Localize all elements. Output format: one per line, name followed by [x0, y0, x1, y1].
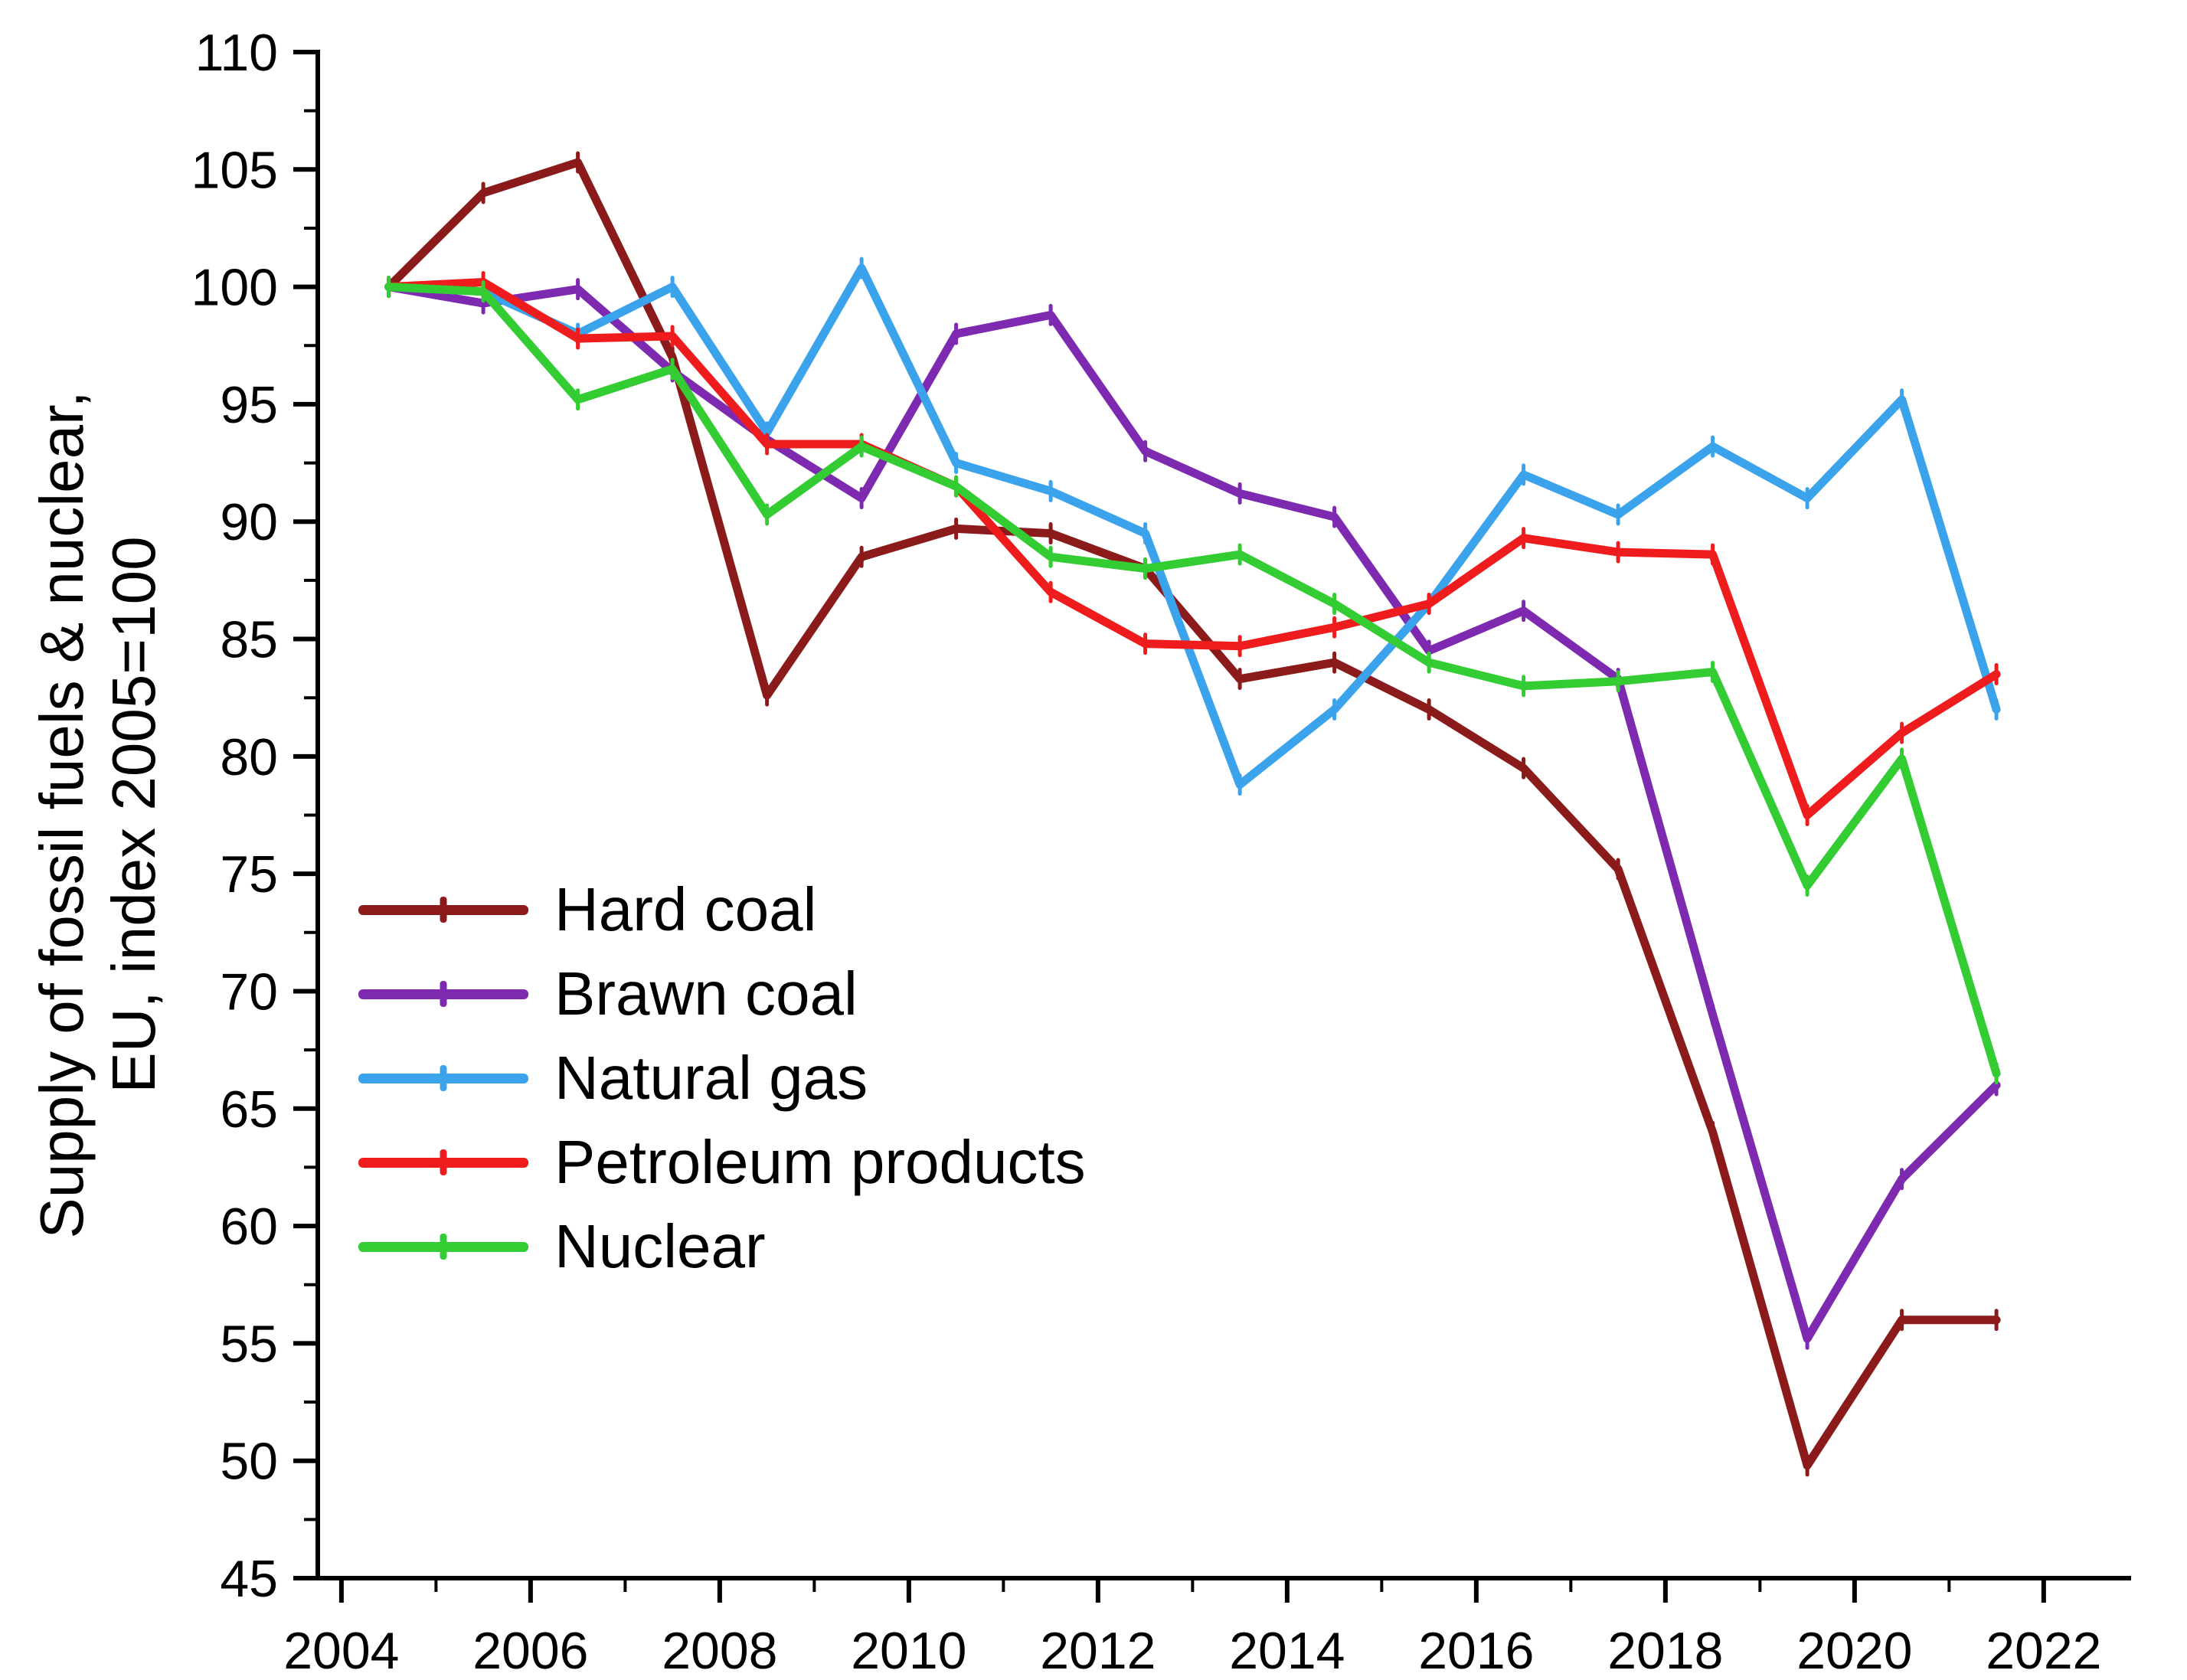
y-tick-label: 75: [220, 845, 278, 904]
x-tick-label: 2018: [1607, 1622, 1723, 1680]
legend-label-nuclear: Nuclear: [554, 1212, 766, 1280]
y-tick-label: 45: [220, 1550, 278, 1608]
series-line-petroleum-products: [384, 277, 2001, 819]
y-tick-label: 95: [220, 376, 278, 434]
legend-item-petroleum-products: Petroleum products: [358, 1128, 1086, 1196]
legend-item-hard-coal: Hard coal: [358, 875, 1086, 943]
series-line-nuclear: [384, 283, 2001, 1078]
y-axis-label-line2: EU, index 2005=100: [100, 536, 168, 1093]
y-axis-label-line1: Supply of fossil fuels & nuclear,: [28, 391, 96, 1239]
x-tick-label: 2006: [472, 1622, 588, 1680]
y-tick-label: 105: [191, 141, 278, 199]
legend-item-natural-gas: Natural gas: [358, 1044, 1086, 1112]
legend-marker-icon: [440, 1234, 447, 1260]
y-tick-label: 80: [220, 728, 278, 786]
legend-item-brawn-coal: Brawn coal: [358, 959, 1086, 1028]
x-tick-label: 2022: [1986, 1622, 2101, 1680]
series-line-brawn-coal: [384, 283, 2001, 1343]
legend-label-petroleum-products: Petroleum products: [554, 1128, 1086, 1196]
x-tick-label: 2014: [1229, 1622, 1345, 1680]
x-tick-label: 2012: [1040, 1622, 1156, 1680]
legend-swatch-natural-gas: [358, 1065, 528, 1091]
y-tick-label: 90: [220, 493, 278, 551]
legend-marker-icon: [440, 897, 447, 923]
legend-label-natural-gas: Natural gas: [554, 1044, 868, 1112]
y-tick-label: 70: [220, 963, 278, 1021]
legend-item-nuclear: Nuclear: [358, 1212, 1086, 1280]
series-line-natural-gas: [384, 263, 2001, 789]
legend-marker-icon: [440, 981, 447, 1007]
series-line-hard-coal: [384, 158, 2001, 1470]
legend-swatch-brawn-coal: [358, 981, 528, 1007]
legend-label-hard-coal: Hard coal: [554, 875, 817, 943]
legend: Hard coal Brawn coal Natural gas Petrole…: [358, 875, 1086, 1280]
x-tick-label: 2016: [1418, 1622, 1534, 1680]
legend-marker-icon: [440, 1065, 447, 1091]
y-tick-label: 50: [220, 1433, 278, 1491]
legend-label-brawn-coal: Brawn coal: [554, 959, 858, 1028]
legend-swatch-petroleum-products: [358, 1149, 528, 1175]
y-tick-label: 60: [220, 1198, 278, 1256]
x-tick-label: 2010: [851, 1622, 966, 1680]
y-tick-label: 100: [191, 259, 278, 317]
y-axis-label: Supply of fossil fuels & nuclear, EU, in…: [26, 49, 173, 1580]
x-tick-label: 2020: [1796, 1622, 1912, 1680]
legend-swatch-hard-coal: [358, 897, 528, 923]
y-tick-label: 85: [220, 611, 278, 669]
y-tick-label: 55: [220, 1315, 278, 1373]
x-tick-label: 2008: [662, 1622, 777, 1680]
legend-marker-icon: [440, 1149, 447, 1175]
y-tick-label: 65: [220, 1080, 278, 1139]
x-tick-label: 2004: [283, 1622, 399, 1680]
legend-swatch-nuclear: [358, 1234, 528, 1260]
y-tick-label: 110: [195, 24, 278, 82]
